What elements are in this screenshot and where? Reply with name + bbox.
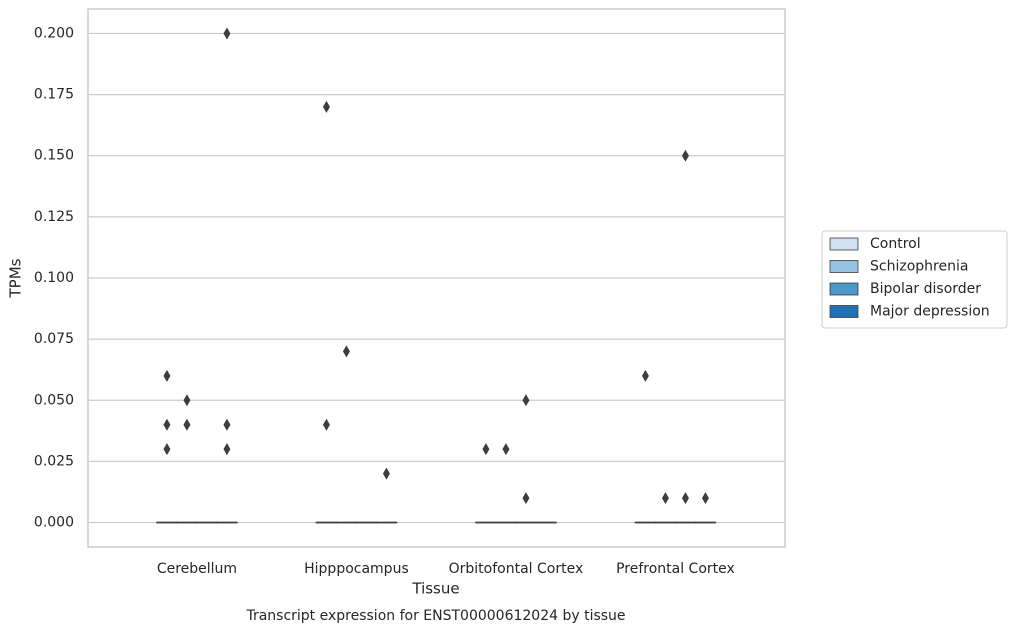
- outlier: [382, 467, 390, 480]
- outlier: [342, 345, 350, 358]
- legend-swatch: [829, 237, 859, 251]
- outlier: [183, 394, 191, 407]
- legend-label: Control: [870, 236, 921, 252]
- legend-label: Bipolar disorder: [870, 281, 981, 297]
- y-tick-label: 0.175: [34, 87, 74, 103]
- outlier: [223, 418, 231, 431]
- y-tick-label: 0.125: [34, 209, 74, 225]
- legend-box: [821, 230, 1008, 329]
- outlier: [322, 418, 330, 431]
- x-axis-label: Tissue: [411, 580, 459, 598]
- x-tick-label: Prefrontal Cortex: [616, 561, 735, 577]
- y-tick-label: 0.050: [34, 392, 74, 408]
- outlier: [701, 492, 709, 505]
- outlier: [522, 394, 530, 407]
- outlier: [661, 492, 669, 505]
- outlier: [163, 443, 171, 456]
- outlier: [482, 443, 490, 456]
- x-tick-label: Cerebellum: [157, 561, 237, 577]
- y-tick-label: 0.000: [34, 515, 74, 531]
- y-tick-label: 0.200: [34, 25, 74, 41]
- outlier: [681, 492, 689, 505]
- outlier: [163, 369, 171, 382]
- outlier: [681, 149, 689, 162]
- outlier: [223, 443, 231, 456]
- outlier: [502, 443, 510, 456]
- legend-label: Major depression: [870, 304, 990, 320]
- y-tick-label: 0.100: [34, 270, 74, 286]
- outlier: [183, 418, 191, 431]
- outlier: [223, 27, 231, 40]
- outlier: [641, 369, 649, 382]
- legend-swatch: [829, 305, 859, 318]
- legend-swatch: [829, 260, 859, 273]
- x-tick-label: Hipppocampus: [304, 561, 409, 577]
- outlier: [322, 100, 330, 113]
- y-tick-label: 0.150: [34, 148, 74, 164]
- y-tick-label: 0.025: [34, 453, 74, 469]
- outlier: [522, 492, 530, 505]
- outlier: [163, 418, 171, 431]
- legend-label: Schizophrenia: [870, 259, 968, 275]
- chart-title: Transcript expression for ENST0000061202…: [245, 608, 625, 624]
- y-axis-label: TPMs: [7, 258, 25, 298]
- legend-swatch: [829, 282, 859, 296]
- x-tick-label: Orbitofontal Cortex: [449, 561, 584, 577]
- y-tick-label: 0.075: [34, 331, 74, 347]
